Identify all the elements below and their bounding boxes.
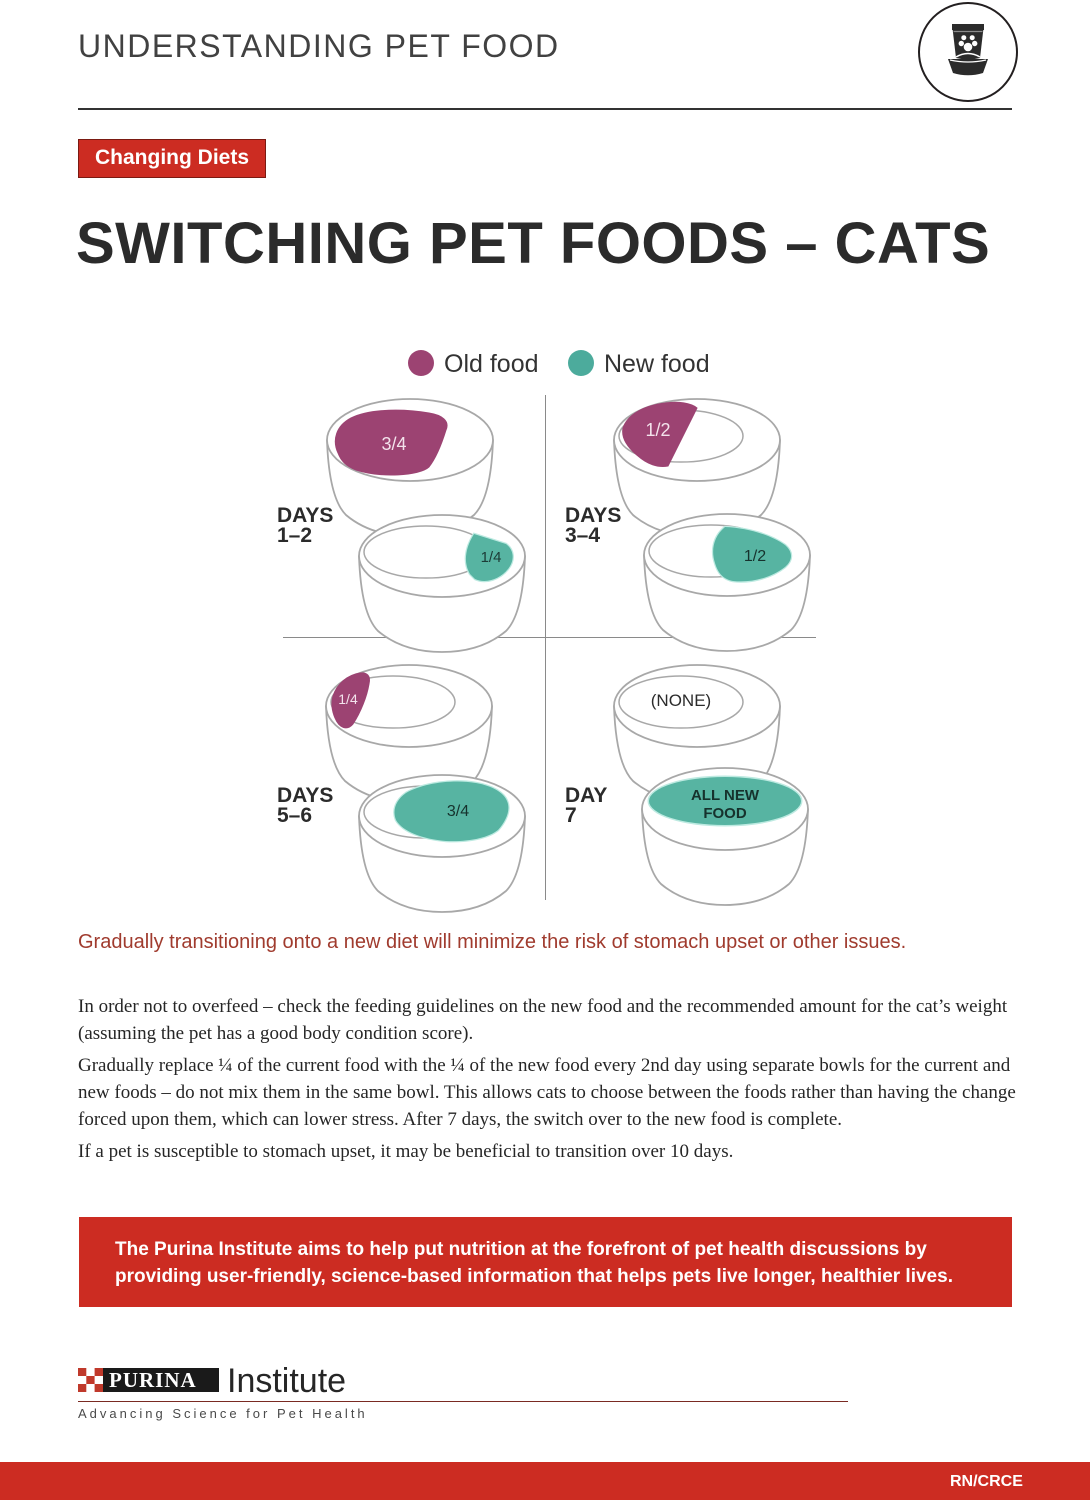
svg-text:7: 7 bbox=[565, 804, 577, 827]
svg-text:1/4: 1/4 bbox=[481, 549, 502, 566]
svg-text:3–4: 3–4 bbox=[565, 524, 600, 547]
svg-text:(NONE): (NONE) bbox=[651, 691, 711, 710]
svg-text:3/4: 3/4 bbox=[381, 434, 406, 454]
svg-text:1–2: 1–2 bbox=[277, 524, 312, 547]
svg-text:1/2: 1/2 bbox=[744, 548, 766, 565]
svg-text:3/4: 3/4 bbox=[447, 803, 469, 820]
svg-text:5–6: 5–6 bbox=[277, 804, 312, 827]
svg-text:FOOD: FOOD bbox=[703, 805, 746, 822]
svg-text:1/2: 1/2 bbox=[645, 420, 670, 440]
svg-text:ALL NEW: ALL NEW bbox=[691, 787, 760, 804]
svg-text:1/4: 1/4 bbox=[338, 691, 358, 707]
